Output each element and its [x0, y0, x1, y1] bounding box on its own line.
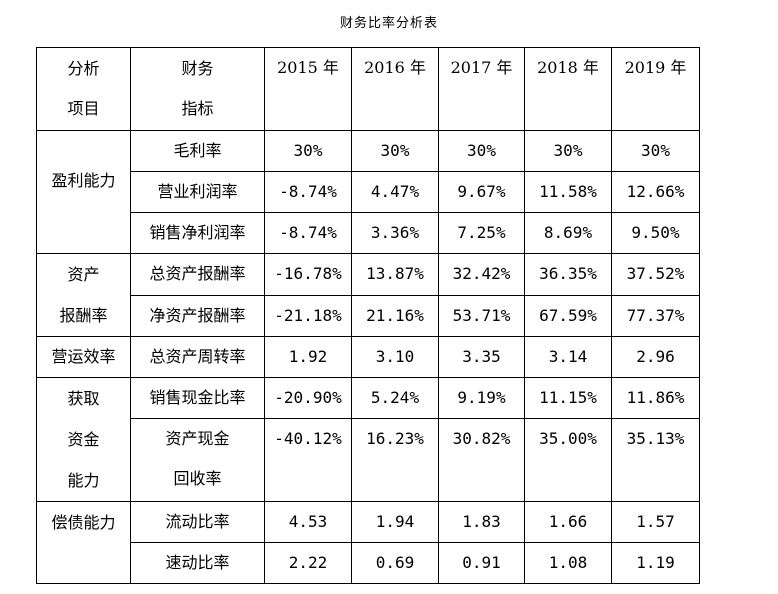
category-label: 报酬率: [59, 306, 108, 325]
category-cell: 获取 资金 能力: [36, 377, 131, 502]
metric-cell: 速动比率: [130, 542, 265, 584]
metric-cell: 流动比率: [130, 501, 265, 543]
value-cell: 1.92: [264, 336, 352, 378]
category-cell: 营运效率: [36, 336, 131, 378]
value-cell: 3.14: [524, 336, 612, 378]
value-cell: 2.96: [611, 336, 700, 378]
category-label: 盈利能力: [51, 171, 116, 190]
value-cell: 11.15%: [524, 376, 612, 420]
value-cell: 30%: [264, 130, 352, 172]
value-cell: 1.83: [438, 501, 525, 543]
value-cell: 1.19: [611, 542, 700, 584]
header-text: 项目: [67, 99, 100, 118]
table-row: 盈利能力 毛利率 30% 30% 30% 30% 30%: [36, 130, 700, 254]
value-cell: 30%: [438, 130, 525, 172]
metric-cell: 销售净利润率: [130, 212, 265, 254]
value-cell: 30%: [524, 130, 612, 172]
metric-cell: 销售现金比率: [130, 376, 265, 420]
value-cell: 9.67%: [438, 171, 525, 213]
table-title: 财务比率分析表: [339, 16, 438, 31]
table-row: 净资产报酬率 -21.18% 21.16% 53.71% 67.59% 77.3…: [37, 294, 700, 337]
header-financial-indicator: 财务 指标: [130, 47, 265, 131]
value-cell: -20.90%: [264, 376, 352, 420]
value-cell: 4.47%: [351, 171, 439, 213]
metric-cell: 毛利率: [130, 130, 265, 172]
value-cell: 77.37%: [611, 294, 700, 337]
value-cell: 30%: [351, 130, 439, 172]
table-row: 资产现金 回收率 -40.12% 16.23% 30.82% 35.00% 35…: [37, 418, 700, 502]
metric-cell: 净资产报酬率: [130, 294, 265, 337]
category-label: 偿债能力: [51, 513, 116, 532]
value-cell: 5.24%: [351, 376, 439, 420]
table-row: 偿债能力 流动比率 4.53 1.94 1.83 1.66 1.57: [36, 501, 700, 584]
value-cell: 16.23%: [351, 418, 439, 502]
metric-cell: 总资产报酬率: [130, 253, 265, 296]
metric-cell: 资产现金 回收率: [130, 418, 265, 502]
value-cell: 7.25%: [438, 212, 525, 254]
header-text: 财务: [181, 59, 214, 78]
table-row: 速动比率 2.22 0.69 0.91 1.08 1.19: [37, 542, 700, 584]
category-label: 获取: [67, 389, 100, 408]
value-cell: 35.13%: [611, 418, 700, 502]
value-cell: 13.87%: [351, 253, 439, 296]
metric-cell: 总资产周转率: [130, 336, 265, 378]
value-cell: -21.18%: [264, 294, 352, 337]
value-cell: 3.35: [438, 336, 525, 378]
category-label: 营运效率: [51, 347, 116, 366]
value-cell: 3.10: [351, 336, 439, 378]
value-cell: 9.19%: [438, 376, 525, 420]
header-year: 2017 年: [438, 47, 525, 131]
header-year: 2018 年: [524, 47, 612, 131]
financial-ratio-table: 分析 项目 财务 指标 2015 年 2016 年 2017 年 2018 年 …: [36, 47, 700, 584]
value-cell: 1.94: [351, 501, 439, 543]
value-cell: 53.71%: [438, 294, 525, 337]
header-year: 2019 年: [611, 47, 700, 131]
table-row: 销售净利润率 -8.74% 3.36% 7.25% 8.69% 9.50%: [37, 212, 700, 254]
header-row: 分析 项目 财务 指标 2015 年 2016 年 2017 年 2018 年 …: [36, 47, 700, 131]
value-cell: 12.66%: [611, 171, 700, 213]
value-cell: 30%: [611, 130, 700, 172]
value-cell: 11.58%: [524, 171, 612, 213]
value-cell: 35.00%: [524, 418, 612, 502]
table-row: 营业利润率 -8.74% 4.47% 9.67% 11.58% 12.66%: [37, 171, 700, 213]
table-row: 资产 报酬率 总资产报酬率 -16.78% 13.87% 32.42% 36.3…: [36, 253, 700, 337]
header-year: 2016 年: [351, 47, 439, 131]
value-cell: 9.50%: [611, 212, 700, 254]
header-text: 指标: [181, 99, 214, 118]
value-cell: -8.74%: [264, 212, 352, 254]
value-cell: 30.82%: [438, 418, 525, 502]
category-cell: 偿债能力: [36, 501, 131, 584]
value-cell: 36.35%: [524, 253, 612, 296]
table-row: 营运效率 总资产周转率 1.92 3.10 3.35 3.14 2.96: [36, 336, 700, 378]
value-cell: -16.78%: [264, 253, 352, 296]
value-cell: 1.08: [524, 542, 612, 584]
value-cell: 0.91: [438, 542, 525, 584]
metric-cell: 营业利润率: [130, 171, 265, 213]
header-analysis-item: 分析 项目: [36, 47, 131, 131]
value-cell: 0.69: [351, 542, 439, 584]
value-cell: 2.22: [264, 542, 352, 584]
category-cell: 资产 报酬率: [36, 253, 131, 337]
value-cell: 11.86%: [611, 376, 700, 420]
value-cell: 1.57: [611, 501, 700, 543]
value-cell: 1.66: [524, 501, 612, 543]
header-year: 2015 年: [264, 47, 352, 131]
table-row: 获取 资金 能力 销售现金比率 -20.90% 5.24% 9.19% 11.1…: [36, 376, 700, 502]
metric-label: 资产现金: [165, 429, 230, 449]
value-cell: 8.69%: [524, 212, 612, 254]
metric-label: 回收率: [173, 469, 222, 489]
category-cell: 盈利能力: [36, 130, 131, 254]
value-cell: 21.16%: [351, 294, 439, 337]
value-cell: 67.59%: [524, 294, 612, 337]
value-cell: 4.53: [264, 501, 352, 543]
header-text: 分析: [67, 59, 100, 78]
category-label: 能力: [67, 471, 100, 490]
value-cell: 3.36%: [351, 212, 439, 254]
value-cell: 32.42%: [438, 253, 525, 296]
value-cell: 37.52%: [611, 253, 700, 296]
value-cell: -40.12%: [264, 418, 352, 502]
category-label: 资产: [67, 265, 100, 284]
value-cell: -8.74%: [264, 171, 352, 213]
category-label: 资金: [67, 430, 100, 449]
